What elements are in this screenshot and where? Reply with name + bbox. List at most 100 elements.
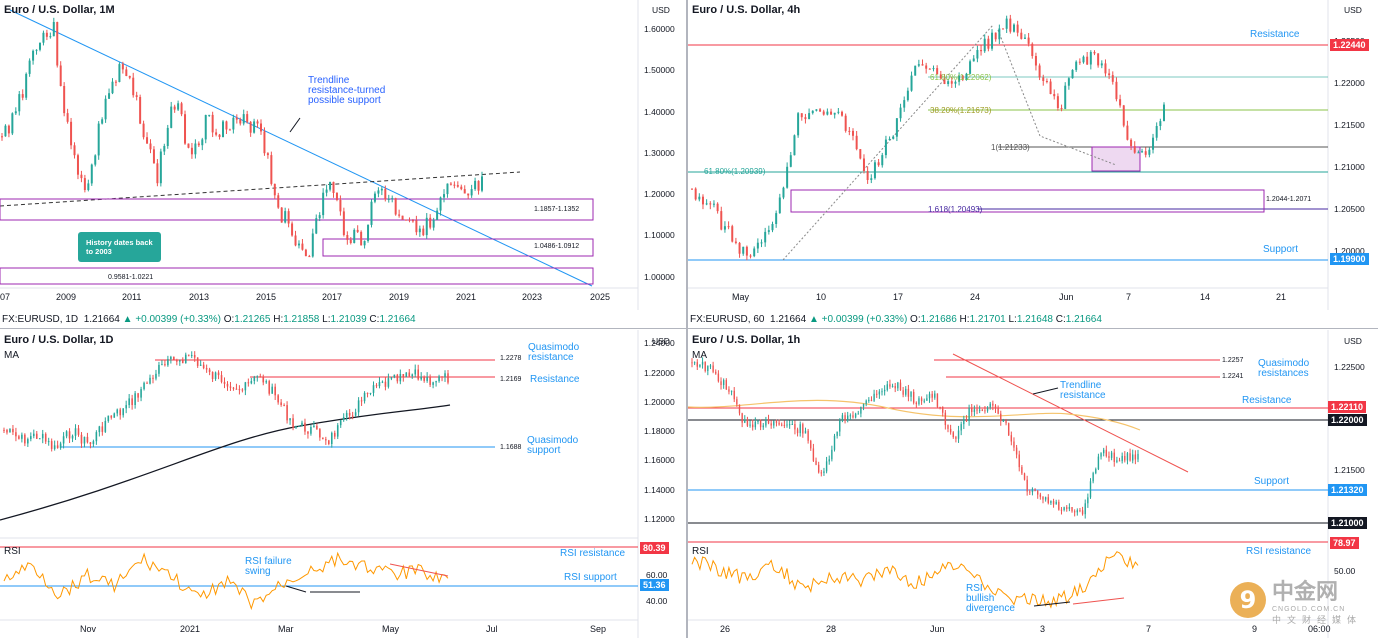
- time-tick: 2025: [590, 292, 611, 302]
- chart-panel-hourly[interactable]: Euro / U.S. Dollar, 1h MA USD 1.22500 1.…: [688, 330, 1378, 638]
- zone-box: [322, 238, 594, 257]
- rsi-label: RSI: [4, 546, 21, 557]
- candle-body: [24, 434, 26, 444]
- candle-body: [265, 381, 268, 383]
- time-tick: 2015: [256, 292, 277, 302]
- candle-body: [1093, 52, 1096, 54]
- level-label: 1.2241: [1222, 373, 1244, 380]
- candle-body: [782, 187, 785, 198]
- candle-body: [1121, 455, 1123, 462]
- candle-body: [976, 409, 978, 411]
- candle-body: [98, 426, 101, 433]
- candle-body: [101, 119, 104, 124]
- price-tick: 1.10000: [644, 230, 675, 240]
- candle-body: [855, 135, 858, 150]
- candle-body: [121, 64, 124, 70]
- candle-body: [164, 364, 166, 366]
- candle-body: [701, 196, 704, 205]
- candle-body: [76, 155, 79, 175]
- candle-body: [839, 420, 841, 432]
- candle-body: [111, 81, 114, 94]
- chart-panel-daily[interactable]: Euro / U.S. Dollar, 1D MA USD 1.24000 1.…: [0, 330, 686, 638]
- candle-body: [225, 121, 228, 130]
- candle-body: [1089, 481, 1092, 498]
- candle-body: [351, 415, 354, 417]
- candle-body: [691, 188, 693, 190]
- support-price-tag: 1.19900: [1330, 253, 1369, 265]
- rsi-failure-label: RSI failure swing: [245, 556, 292, 577]
- fib-trendline: [997, 29, 1117, 166]
- candle-body: [1021, 467, 1023, 474]
- moving-average: [0, 404, 451, 521]
- trendline-resistance: [952, 353, 1189, 473]
- candle-body: [865, 400, 867, 404]
- candle-body: [381, 381, 384, 383]
- candle-body: [322, 437, 324, 440]
- candle-body: [249, 121, 252, 133]
- candle-body: [253, 121, 256, 133]
- candle-body: [1023, 37, 1026, 39]
- candle-body: [56, 22, 59, 66]
- logo-icon: 9: [1229, 582, 1266, 618]
- candle-body: [128, 76, 131, 78]
- level-label: 1.2169: [500, 376, 522, 383]
- candle-body: [1105, 449, 1108, 457]
- candle-body: [142, 123, 145, 138]
- candle-body: [83, 178, 86, 190]
- candle-body: [699, 364, 701, 367]
- chart-panel-4h[interactable]: Euro / U.S. Dollar, 4h USD 1.22500 1.220…: [688, 0, 1378, 310]
- candle-body: [73, 145, 76, 156]
- time-tick: 17: [893, 292, 904, 302]
- horizontal-divider[interactable]: [0, 328, 1378, 329]
- vertical-divider[interactable]: [686, 0, 688, 638]
- candle-body: [167, 359, 169, 366]
- candle-body: [730, 390, 733, 392]
- candle-body: [25, 73, 28, 98]
- candle-body: [958, 75, 961, 82]
- candle-body: [449, 183, 452, 185]
- candle-body: [104, 421, 107, 432]
- candle-body: [447, 373, 449, 383]
- candle-body: [1029, 491, 1031, 493]
- candle-body: [250, 381, 253, 384]
- candle-body: [311, 233, 314, 257]
- candle-body: [854, 413, 857, 418]
- chart-panel-monthly[interactable]: Euro / U.S. Dollar, 1M USD 1.60000 1.500…: [0, 0, 686, 310]
- candle-body: [456, 185, 459, 187]
- candle-body: [363, 392, 366, 402]
- candle-body: [295, 426, 297, 428]
- chart-title: Euro / U.S. Dollar, 1M: [4, 4, 115, 16]
- candle-body: [110, 415, 113, 418]
- candle-body: [709, 365, 712, 367]
- candle-body: [807, 430, 809, 441]
- candle-body: [137, 393, 139, 398]
- candle-body: [1126, 125, 1129, 140]
- price-tick: 1.60000: [644, 24, 675, 34]
- candle-body: [170, 106, 173, 128]
- candle-body: [902, 390, 904, 395]
- candle-body: [256, 376, 259, 378]
- candle-body: [811, 110, 814, 114]
- candle-body: [274, 386, 276, 396]
- candle-body: [135, 95, 138, 97]
- candle-body: [939, 406, 941, 408]
- rsi-resistance-tag: 78.97: [1330, 537, 1359, 549]
- candle-body: [1115, 81, 1118, 100]
- candle-body: [881, 155, 884, 166]
- candle-body: [1108, 73, 1111, 76]
- candle-body: [976, 50, 979, 59]
- rsi-line: [3, 551, 449, 611]
- candle-body: [391, 198, 394, 200]
- rsi-divergence-label: RSI bullish divergence: [966, 583, 1015, 614]
- candle-body: [1007, 423, 1010, 436]
- candle-body: [202, 364, 205, 369]
- price-tick: 1.22000: [644, 368, 675, 378]
- currency-label: USD: [1344, 336, 1362, 346]
- candle-body: [1075, 61, 1078, 70]
- rsi-tick: 60.00: [646, 570, 668, 580]
- candle-body: [301, 243, 304, 250]
- candle-body: [817, 464, 820, 473]
- candle-body: [277, 395, 279, 403]
- candle-body: [1113, 452, 1115, 462]
- rsi-tick: 40.00: [646, 596, 668, 606]
